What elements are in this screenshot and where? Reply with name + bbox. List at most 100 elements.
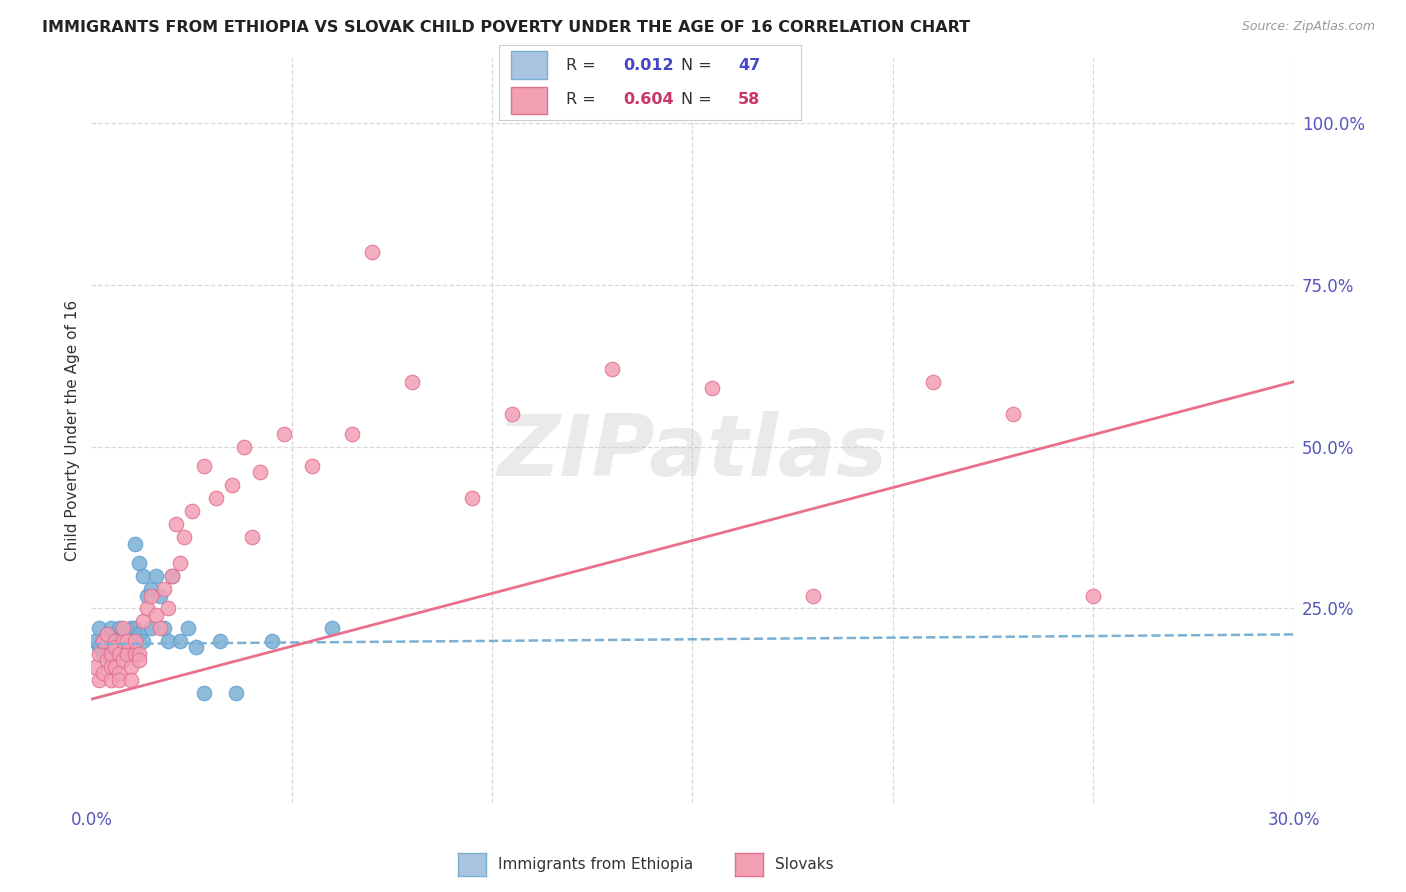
Point: [100, 673, 122, 687]
Point: [321, 621, 343, 635]
Point: [152, 582, 174, 596]
Point: [121, 647, 143, 661]
Point: [461, 491, 484, 506]
Point: [96, 640, 118, 655]
Point: [141, 621, 163, 635]
Point: [93, 633, 115, 648]
Point: [301, 458, 323, 473]
Point: [169, 633, 191, 648]
Point: [84, 660, 107, 674]
FancyBboxPatch shape: [512, 52, 547, 78]
Point: [100, 660, 122, 674]
Point: [240, 530, 263, 544]
Point: [141, 582, 163, 596]
Point: [145, 607, 167, 622]
Point: [117, 647, 139, 661]
Point: [100, 653, 122, 667]
Point: [96, 653, 118, 667]
Point: [184, 640, 207, 655]
Text: 58: 58: [738, 93, 761, 107]
Point: [89, 647, 111, 661]
Point: [152, 621, 174, 635]
Point: [165, 517, 187, 532]
Point: [132, 615, 155, 629]
Point: [104, 640, 127, 655]
Point: [104, 633, 127, 648]
Point: [602, 362, 624, 376]
Point: [132, 633, 155, 648]
Point: [132, 569, 155, 583]
Point: [121, 633, 143, 648]
Point: [121, 673, 143, 687]
Point: [148, 621, 170, 635]
Point: [104, 660, 127, 674]
Text: 0.604: 0.604: [623, 93, 673, 107]
Text: 0.012: 0.012: [623, 58, 673, 72]
Point: [128, 627, 150, 641]
Point: [232, 440, 254, 454]
Point: [801, 589, 824, 603]
Text: ZIPatlas: ZIPatlas: [498, 411, 887, 494]
Point: [193, 686, 215, 700]
Text: Slovaks: Slovaks: [775, 857, 834, 871]
Point: [221, 478, 243, 492]
Point: [145, 569, 167, 583]
Point: [100, 633, 122, 648]
Point: [156, 601, 179, 615]
Point: [173, 530, 195, 544]
Point: [141, 589, 163, 603]
Point: [208, 633, 231, 648]
Point: [112, 653, 135, 667]
Point: [176, 621, 198, 635]
Point: [96, 627, 118, 641]
Point: [249, 466, 271, 480]
Text: N =: N =: [681, 93, 717, 107]
Point: [204, 491, 226, 506]
Point: [1083, 589, 1105, 603]
Point: [360, 245, 382, 260]
Point: [104, 640, 127, 655]
FancyBboxPatch shape: [512, 87, 547, 114]
Point: [340, 426, 363, 441]
Point: [112, 621, 135, 635]
Point: [156, 633, 179, 648]
Point: [148, 589, 170, 603]
Point: [112, 633, 135, 648]
Point: [128, 653, 150, 667]
Point: [93, 647, 115, 661]
Point: [104, 647, 127, 661]
Point: [108, 627, 131, 641]
Point: [1001, 407, 1024, 421]
Point: [117, 633, 139, 648]
Point: [89, 640, 111, 655]
Point: [180, 504, 202, 518]
Point: [108, 621, 131, 635]
Point: [136, 601, 159, 615]
Text: Immigrants from Ethiopia: Immigrants from Ethiopia: [498, 857, 693, 871]
Point: [108, 647, 131, 661]
Point: [89, 621, 111, 635]
Point: [160, 569, 183, 583]
Text: R =: R =: [565, 58, 600, 72]
Point: [922, 375, 945, 389]
Point: [136, 589, 159, 603]
Text: Source: ZipAtlas.com: Source: ZipAtlas.com: [1241, 20, 1375, 33]
Point: [702, 381, 724, 395]
Text: N =: N =: [681, 58, 717, 72]
Point: [260, 633, 283, 648]
Point: [112, 640, 135, 655]
Point: [124, 633, 146, 648]
Point: [84, 633, 107, 648]
Point: [128, 647, 150, 661]
Point: [108, 673, 131, 687]
Point: [225, 686, 247, 700]
Point: [124, 621, 146, 635]
Point: [112, 633, 135, 648]
Point: [93, 666, 115, 681]
Point: [128, 556, 150, 570]
Point: [117, 640, 139, 655]
Point: [401, 375, 423, 389]
Point: [273, 426, 295, 441]
Point: [121, 660, 143, 674]
Point: [124, 647, 146, 661]
